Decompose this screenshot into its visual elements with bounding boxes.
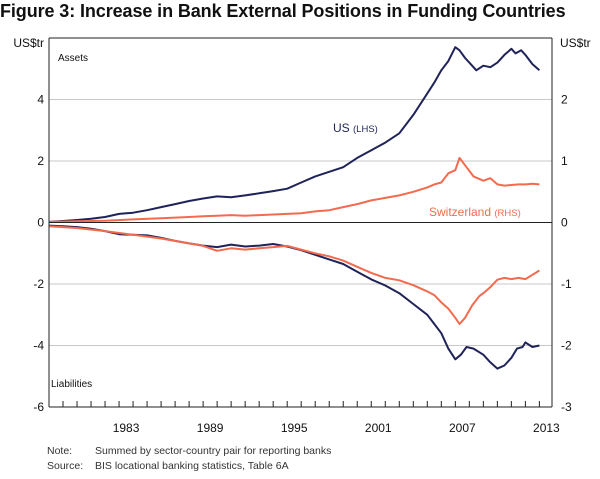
- series-label-switzerland-main: Switzerland: [429, 205, 491, 219]
- y-tick-label-right: -2: [561, 339, 572, 353]
- y-tick-label-right: 2: [561, 93, 568, 107]
- y-tick-label-right: -3: [561, 400, 572, 414]
- series-label-us: US (LHS): [333, 121, 378, 135]
- y-tick-label-right: 0: [561, 216, 568, 230]
- y-tick-label-left: -6: [33, 400, 44, 414]
- panel-label-liabilities: Liabilities: [51, 379, 92, 390]
- note-line: Note: Summed by sector-country pair for r…: [47, 445, 331, 457]
- y-axis-unit-right: US$tr: [560, 36, 591, 50]
- source-text: BIS locational banking statistics, Table…: [95, 460, 289, 472]
- panel-label-assets: Assets: [58, 53, 88, 64]
- source-key: Source:: [47, 460, 84, 472]
- y-tick-label-left: 2: [37, 154, 44, 168]
- x-tick-label: 2007: [449, 421, 476, 435]
- series-line-switzerland-liabilities: [48, 225, 540, 325]
- y-tick-label-left: -4: [33, 339, 44, 353]
- series-label-us-main: US: [333, 121, 350, 135]
- x-tick-label: 2013: [533, 421, 560, 435]
- y-axis-unit-left: US$tr: [13, 36, 44, 50]
- gridlines: [49, 99, 552, 346]
- series-lines: [48, 46, 541, 370]
- note-key: Note:: [47, 445, 73, 457]
- y-tick-label-left: -2: [33, 277, 44, 291]
- note-text: Summed by sector-country pair for report…: [95, 445, 332, 457]
- series-label-us-axis: (LHS): [353, 124, 378, 135]
- series-line-switzerland-assets: [48, 156, 540, 223]
- y-tick-label-right: -1: [561, 277, 572, 291]
- source-line: Source: BIS locational banking statistics…: [47, 460, 289, 472]
- x-ticks: [62, 401, 540, 407]
- x-tick-label: 1983: [113, 421, 140, 435]
- series-label-switzerland: Switzerland (RHS): [429, 205, 521, 219]
- y-tick-label-left: 4: [37, 93, 44, 107]
- x-tick-label: 1995: [281, 421, 308, 435]
- y-tick-label-right: 1: [561, 154, 568, 168]
- x-tick-label: 1989: [197, 421, 224, 435]
- series-line-us-assets: [48, 46, 541, 223]
- chart-title: Figure 3: Increase in Bank External Posi…: [0, 1, 566, 21]
- y-tick-label-left: 0: [37, 216, 44, 230]
- axis-labels: 4 2 0 -2 -4 -6 2 1 0 -1 -2 -3 1983 1989 1995 2001 2007 20…: [33, 93, 572, 436]
- x-tick-label: 2001: [365, 421, 392, 435]
- series-line-us-liabilities: [48, 224, 540, 370]
- series-label-switzerland-axis: (RHS): [494, 208, 520, 219]
